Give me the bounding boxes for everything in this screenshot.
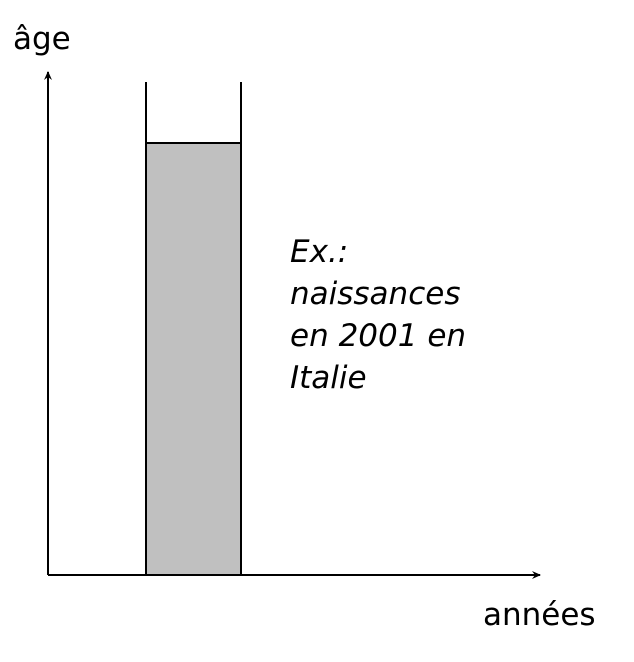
annotation-line: Ex.: xyxy=(290,234,349,270)
y-axis-label: âge xyxy=(13,21,71,57)
annotation-line: en 2001 en xyxy=(290,318,467,354)
cohort-shaded-area xyxy=(145,142,242,576)
annotation-line: Italie xyxy=(290,360,367,396)
annotation-line: naissances xyxy=(290,276,461,312)
x-axis-label: années xyxy=(483,597,596,633)
example-annotation: Ex.: naissances en 2001 en Italie xyxy=(290,231,466,399)
